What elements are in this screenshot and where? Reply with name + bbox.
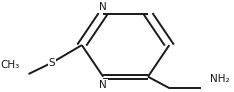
Text: N: N — [99, 2, 107, 12]
Text: S: S — [49, 58, 55, 68]
Text: NH₂: NH₂ — [210, 74, 230, 84]
Text: N: N — [99, 80, 107, 90]
Text: CH₃: CH₃ — [1, 60, 20, 70]
